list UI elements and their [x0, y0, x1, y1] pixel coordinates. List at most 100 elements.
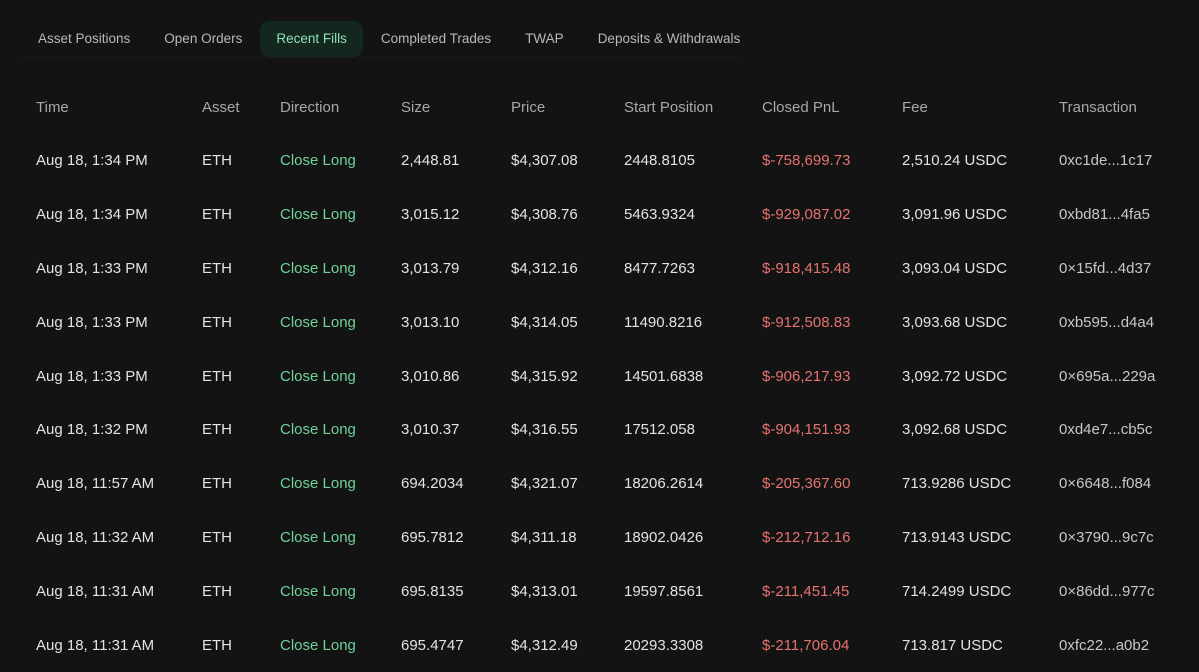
cell-time: Aug 18, 1:34 PM [36, 152, 148, 170]
cell-asset[interactable]: ETH [202, 313, 232, 331]
header-asset[interactable]: Asset [202, 98, 240, 116]
cell-direction: Close Long [280, 582, 356, 600]
header-closed-pnl[interactable]: Closed PnL [762, 98, 840, 116]
cell-size: 695.7812 [401, 528, 464, 546]
cell-asset[interactable]: ETH [202, 582, 232, 600]
cell-start-position: 5463.9324 [624, 206, 695, 224]
cell-size: 3,013.10 [401, 313, 460, 331]
cell-price: $4,312.49 [511, 636, 578, 654]
cell-closed-pnl: $-758,699.73 [762, 152, 851, 170]
transaction-link[interactable]: 0×6648...f084 [1059, 475, 1152, 493]
cell-time: Aug 18, 11:57 AM [36, 475, 155, 493]
cell-asset[interactable]: ETH [202, 259, 232, 277]
cell-size: 3,013.79 [401, 259, 460, 277]
tab-twap[interactable]: TWAP [525, 31, 564, 46]
cell-fee: 3,092.72 USDC [902, 367, 1008, 385]
cell-direction: Close Long [280, 528, 356, 546]
cell-asset[interactable]: ETH [202, 206, 232, 224]
transaction-link[interactable]: 0xfc22...a0b2 [1059, 636, 1150, 654]
cell-fee: 714.2499 USDC [902, 582, 1012, 600]
fills-table: Time Asset Direction Size Price Start Po… [0, 80, 1199, 672]
transaction-link[interactable]: 0xc1de...1c17 [1059, 152, 1153, 170]
cell-closed-pnl: $-211,706.04 [762, 636, 850, 654]
header-row: Time Asset Direction Size Price Start Po… [0, 80, 1199, 134]
cell-time: Aug 18, 1:33 PM [36, 313, 148, 331]
cell-asset[interactable]: ETH [202, 528, 232, 546]
table-header: Time Asset Direction Size Price Start Po… [0, 80, 1199, 134]
cell-fee: 3,092.68 USDC [902, 421, 1008, 439]
cell-size: 694.2034 [401, 475, 464, 493]
transaction-link[interactable]: 0xbd81...4fa5 [1059, 206, 1150, 224]
cell-asset[interactable]: ETH [202, 636, 232, 654]
header-start-position[interactable]: Start Position [624, 98, 714, 116]
cell-start-position: 20293.3308 [624, 636, 704, 654]
cell-direction: Close Long [280, 152, 356, 170]
cell-closed-pnl: $-212,712.16 [762, 528, 851, 546]
cell-start-position: 18206.2614 [624, 475, 704, 493]
cell-asset[interactable]: ETH [202, 367, 232, 385]
header-size[interactable]: Size [401, 98, 431, 116]
cell-start-position: 19597.8561 [624, 582, 704, 600]
transaction-link[interactable]: 0×3790...9c7c [1059, 528, 1154, 546]
table-row: Aug 18, 1:33 PM ETH Close Long 3,010.86 … [0, 349, 1199, 403]
cell-time: Aug 18, 11:31 AM [36, 582, 155, 600]
cell-fee: 3,091.96 USDC [902, 206, 1008, 224]
table-row: Aug 18, 1:33 PM ETH Close Long 3,013.79 … [0, 242, 1199, 296]
tab-open-orders[interactable]: Open Orders [164, 31, 243, 46]
table-body: Aug 18, 1:34 PM ETH Close Long 2,448.81 … [0, 134, 1199, 672]
cell-price: $4,314.05 [511, 313, 578, 331]
transaction-link[interactable]: 0×86dd...977c [1059, 582, 1155, 600]
cell-asset[interactable]: ETH [202, 421, 232, 439]
tab-deposits-withdrawals[interactable]: Deposits & Withdrawals [597, 31, 741, 46]
cell-price: $4,313.01 [511, 582, 578, 600]
cell-asset[interactable]: ETH [202, 475, 232, 493]
cell-fee: 2,510.24 USDC [902, 152, 1008, 170]
header-price[interactable]: Price [511, 98, 546, 116]
cell-price: $4,315.92 [511, 367, 578, 385]
tab-completed-trades[interactable]: Completed Trades [380, 31, 492, 46]
cell-closed-pnl: $-904,151.93 [762, 421, 851, 439]
cell-direction: Close Long [280, 475, 356, 493]
table-row: Aug 18, 11:32 AM ETH Close Long 695.7812… [0, 511, 1199, 565]
cell-time: Aug 18, 11:31 AM [36, 636, 155, 654]
cell-direction: Close Long [280, 313, 356, 331]
transaction-link[interactable]: 0xd4e7...cb5c [1059, 421, 1153, 439]
cell-direction: Close Long [280, 367, 356, 385]
cell-time: Aug 18, 1:34 PM [36, 206, 148, 224]
cell-direction: Close Long [280, 259, 356, 277]
cell-start-position: 2448.8105 [624, 152, 695, 170]
header-direction[interactable]: Direction [280, 98, 340, 116]
header-time[interactable]: Time [36, 98, 69, 116]
cell-time: Aug 18, 1:33 PM [36, 259, 148, 277]
cell-size: 3,010.37 [401, 421, 460, 439]
cell-size: 695.8135 [401, 582, 464, 600]
tab-asset-positions[interactable]: Asset Positions [38, 31, 131, 46]
cell-start-position: 18902.0426 [624, 528, 704, 546]
table-row: Aug 18, 1:32 PM ETH Close Long 3,010.37 … [0, 403, 1199, 457]
cell-price: $4,321.07 [511, 475, 578, 493]
header-transaction[interactable]: Transaction [1059, 98, 1137, 116]
cell-start-position: 8477.7263 [624, 259, 695, 277]
transaction-link[interactable]: 0×15fd...4d37 [1059, 259, 1152, 277]
table-row: Aug 18, 1:33 PM ETH Close Long 3,013.10 … [0, 295, 1199, 349]
table-row: Aug 18, 1:34 PM ETH Close Long 2,448.81 … [0, 134, 1199, 188]
cell-asset[interactable]: ETH [202, 152, 232, 170]
cell-size: 3,010.86 [401, 367, 460, 385]
transaction-link[interactable]: 0×695a...229a [1059, 367, 1156, 385]
tab-recent-fills[interactable]: Recent Fills [260, 20, 363, 57]
cell-direction: Close Long [280, 636, 356, 654]
table-row: Aug 18, 11:31 AM ETH Close Long 695.4747… [0, 618, 1199, 672]
cell-closed-pnl: $-211,451.45 [762, 582, 850, 600]
cell-start-position: 14501.6838 [624, 367, 704, 385]
cell-fee: 713.9286 USDC [902, 475, 1012, 493]
tab-bar: Asset Positions Open Orders Recent Fills… [22, 20, 740, 58]
cell-start-position: 17512.058 [624, 421, 695, 439]
cell-closed-pnl: $-912,508.83 [762, 313, 851, 331]
header-fee[interactable]: Fee [902, 98, 928, 116]
transaction-link[interactable]: 0xb595...d4a4 [1059, 313, 1155, 331]
cell-time: Aug 18, 11:32 AM [36, 528, 155, 546]
cell-time: Aug 18, 1:33 PM [36, 367, 148, 385]
cell-time: Aug 18, 1:32 PM [36, 421, 148, 439]
cell-closed-pnl: $-906,217.93 [762, 367, 851, 385]
